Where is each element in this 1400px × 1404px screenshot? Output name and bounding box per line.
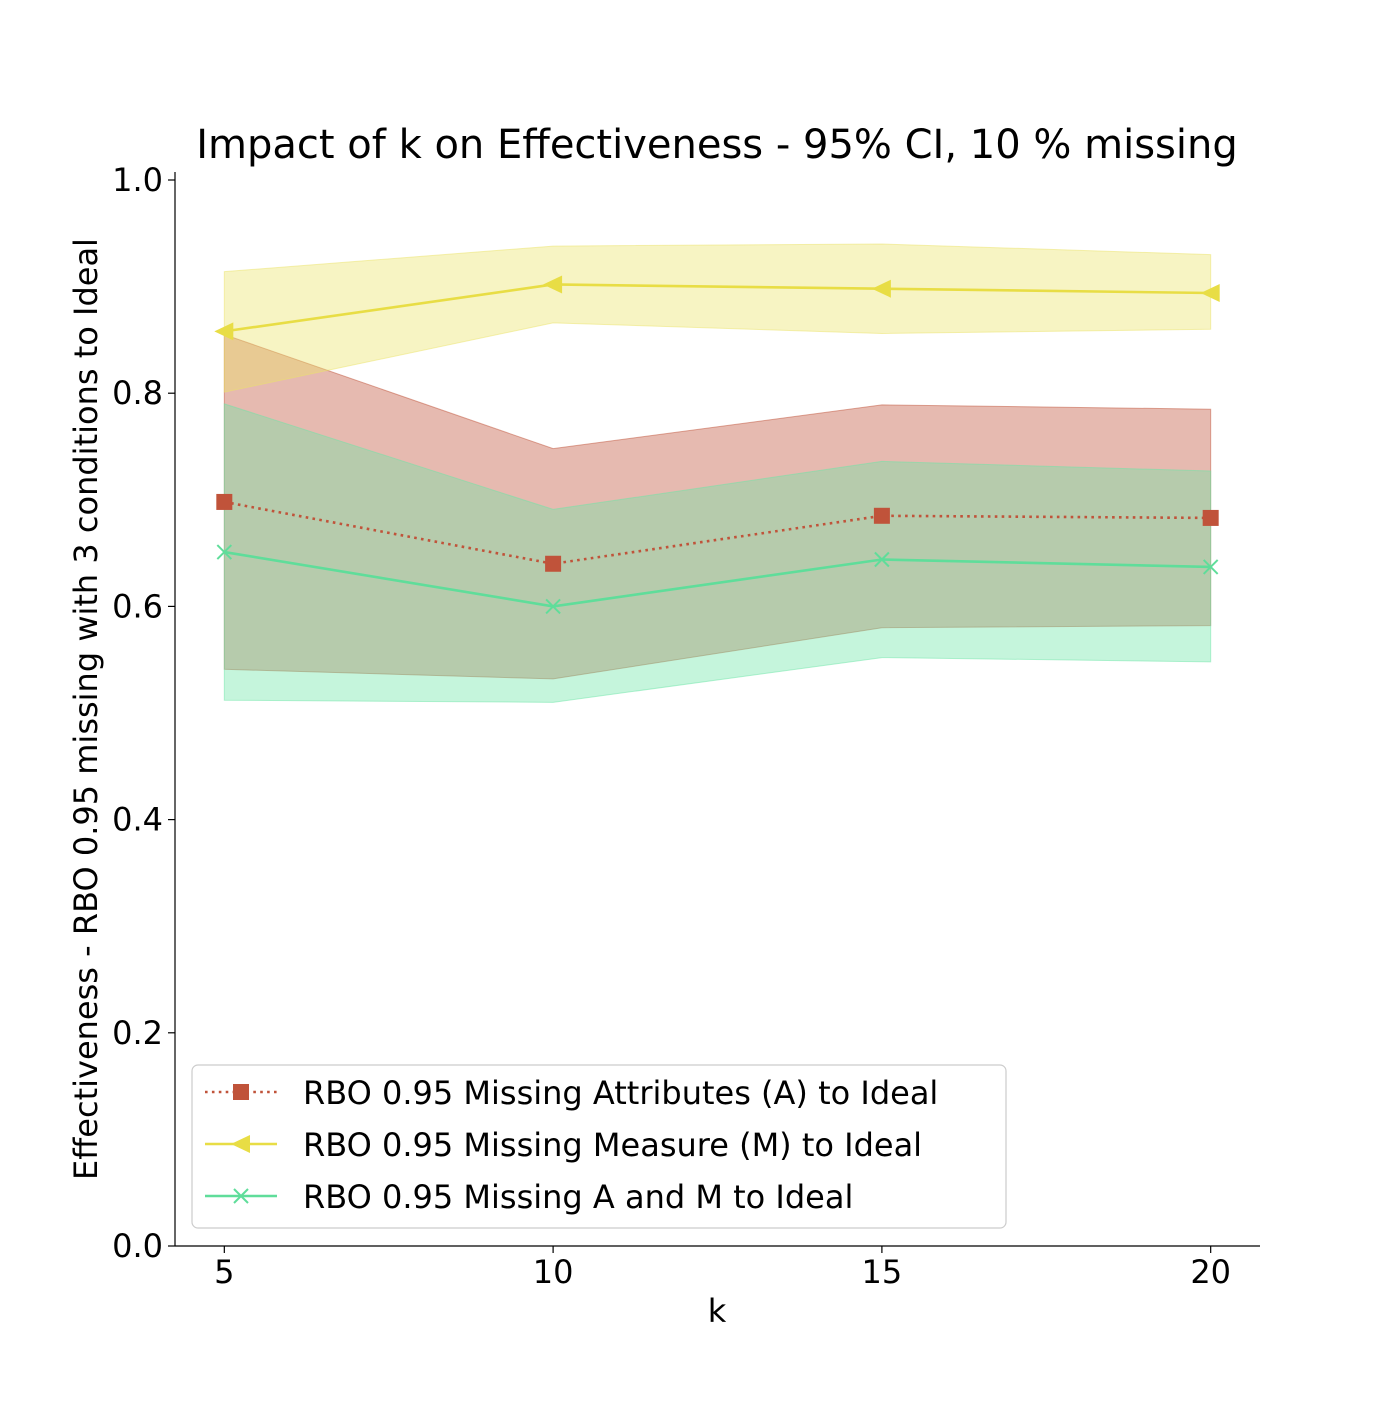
legend-items: RBO 0.95 Missing Attributes (A) to Ideal… [205, 1074, 938, 1216]
missing-measure-point [214, 322, 234, 341]
legend-label: RBO 0.95 Missing Measure (M) to Ideal [303, 1126, 922, 1164]
missing-measure-ci-band [223, 243, 1212, 393]
ci-bands [223, 243, 1212, 703]
x-tick-label: 10 [533, 1253, 574, 1291]
chart-title: Impact of k on Effectiveness - 95% CI, 1… [196, 122, 1237, 168]
series-markers [214, 275, 1220, 615]
x-axis-label: k [708, 1292, 727, 1330]
y-tick-label: 0.4 [112, 801, 163, 839]
legend: RBO 0.95 Missing Attributes (A) to Ideal… [191, 1064, 1007, 1229]
missing-a-and-m-point-stroke [216, 544, 233, 560]
y-tick-label: 0.2 [112, 1014, 163, 1052]
y-tick-label: 0.6 [112, 587, 163, 625]
legend-swatch-marker-stroke [233, 1188, 249, 1204]
missing-attributes-line [224, 500, 1211, 566]
y-tick-label: 0.8 [112, 374, 163, 412]
x-tick-label: 20 [1190, 1253, 1231, 1291]
series-lines [224, 283, 1211, 608]
missing-measure-line [224, 283, 1211, 333]
missing-a-and-m-ci-band [223, 403, 1212, 703]
missing-a-and-m-point-stroke [545, 598, 561, 615]
legend-swatch-marker [233, 1084, 249, 1100]
missing-measure-point [871, 279, 891, 298]
legend-label: RBO 0.95 Missing Attributes (A) to Ideal [303, 1074, 938, 1112]
legend-label: RBO 0.95 Missing A and M to Ideal [303, 1178, 853, 1216]
missing-a-and-m-line [224, 550, 1211, 608]
legend-swatch-marker [231, 1135, 250, 1153]
missing-attributes-point [873, 507, 890, 524]
missing-a-and-m-point-stroke [874, 551, 890, 568]
missing-measure-point [1200, 283, 1220, 302]
y-tick-label: 1.0 [112, 161, 163, 199]
x-axis-ticks: 5 10 15 20 [214, 1246, 1231, 1291]
y-axis-label: Effectiveness - RBO 0.95 missing with 3 … [67, 238, 105, 1180]
legend-swatch-marker [233, 1188, 249, 1204]
missing-a-and-m-point-stroke [1202, 559, 1219, 575]
missing-a-and-m-point [874, 551, 890, 568]
axes: 5 10 15 20 0.0 0.2 0.4 0.6 0.8 1.0 [112, 161, 1260, 1291]
x-tick-label: 5 [214, 1253, 234, 1291]
y-axis-ticks: 0.0 0.2 0.4 0.6 0.8 1.0 [112, 161, 175, 1265]
missing-a-and-m-point [1202, 559, 1219, 575]
missing-attributes-point [545, 555, 562, 572]
legend-frame [191, 1064, 1007, 1229]
missing-attributes-point [1202, 509, 1219, 526]
missing-attributes-point [216, 493, 233, 510]
y-tick-label: 0.0 [112, 1227, 163, 1265]
missing-a-and-m-point [545, 598, 561, 615]
missing-a-and-m-point [216, 544, 233, 560]
x-tick-label: 15 [862, 1253, 903, 1291]
missing-measure-point [543, 275, 563, 294]
